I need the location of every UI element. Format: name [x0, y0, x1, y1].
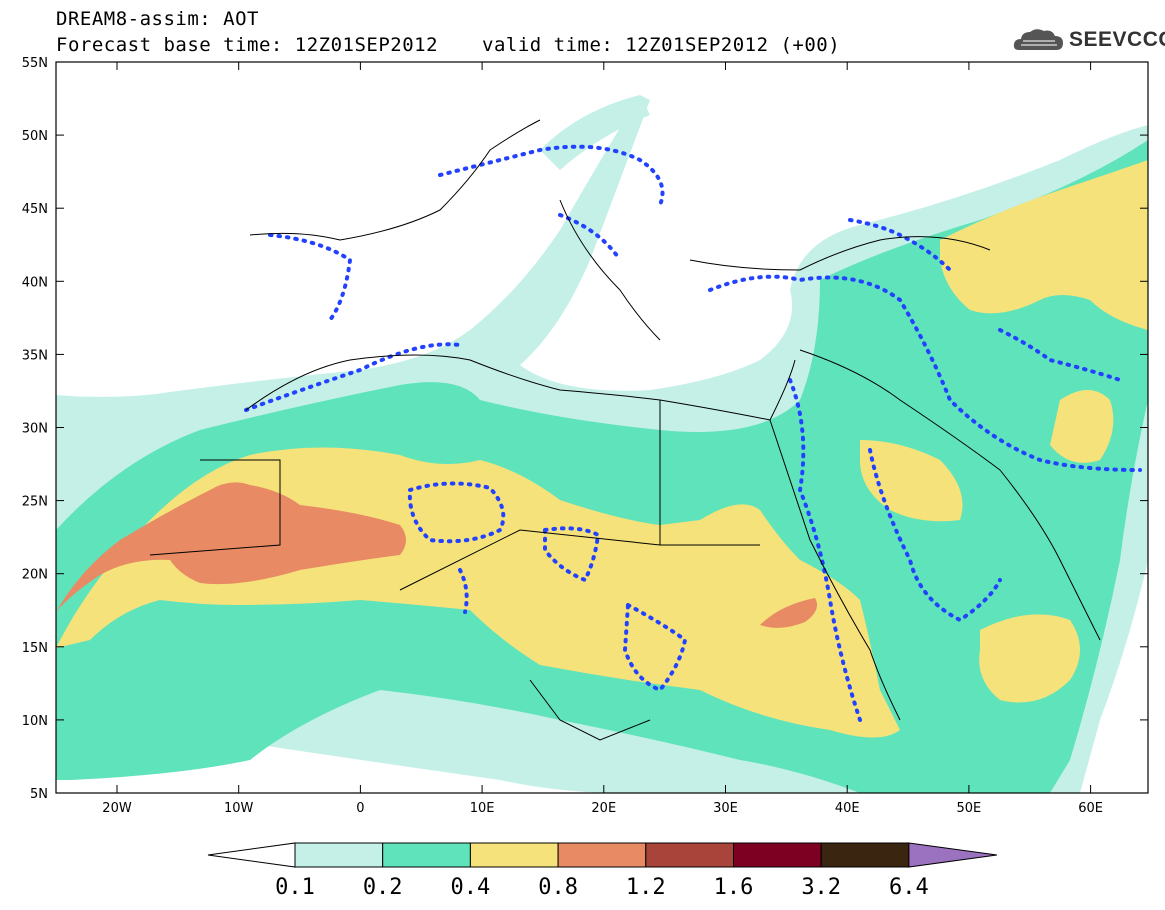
colorbar-swatch: [733, 842, 822, 868]
lat-label: 50N: [22, 129, 48, 144]
lon-label: 10W: [224, 801, 254, 816]
colorbar-label: 6.4: [889, 875, 929, 900]
aot-field-0.8: [56, 482, 818, 628]
colorbar-swatch: [469, 842, 559, 868]
lon-label: 40E: [835, 801, 860, 816]
colorbar-swatch: [645, 842, 734, 868]
lat-label: 15N: [22, 641, 48, 656]
colorbar-label: 0.2: [363, 875, 403, 900]
lon-label: 10E: [470, 801, 495, 816]
lat-label: 25N: [22, 495, 48, 510]
lat-label: 45N: [22, 202, 48, 217]
lon-label: 60E: [1078, 801, 1103, 816]
colorbar-label: 0.1: [275, 875, 315, 900]
colorbar-arrow-left: [207, 842, 296, 868]
colorbar-arrow-right: [908, 842, 997, 868]
lon-label: 50E: [957, 801, 982, 816]
colorbar-label: 0.8: [538, 875, 578, 900]
map-panel: [56, 62, 1148, 793]
colorbar-label: 1.2: [626, 875, 666, 900]
seevccc-logo: SEEVCCC: [1011, 24, 1165, 56]
lon-label: 20W: [102, 801, 132, 816]
dust-contours: [244, 144, 1142, 722]
colorbar-label: 0.4: [451, 875, 491, 900]
forecast-base-time: Forecast base time: 12Z01SEP2012: [56, 34, 439, 56]
colorbar-label: 3.2: [801, 875, 841, 900]
map-title: DREAM8-assim: AOT: [56, 8, 259, 30]
lon-label: 0: [356, 801, 364, 816]
colorbar-swatch: [382, 842, 471, 868]
lon-label: 30E: [713, 801, 738, 816]
lat-label: 40N: [22, 275, 48, 290]
colorbar-label: 1.6: [714, 875, 754, 900]
country-borders: [149, 119, 1101, 741]
lat-label: 10N: [22, 714, 48, 729]
cloud-icon: [1013, 29, 1063, 50]
colorbar-swatch: [820, 842, 910, 868]
logo-text: SEEVCCC: [1069, 28, 1165, 51]
aot-field-0.2: [56, 140, 1148, 793]
lat-label: 35N: [22, 348, 48, 363]
colorbar: 0.1 0.2 0.4 0.8 1.2 1.6 3.2 6.4: [207, 842, 997, 900]
valid-time: valid time: 12Z01SEP2012 (+00): [482, 34, 841, 56]
latitude-axis: 55N 50N 45N 40N 35N 30N 25N 20N 15N 10N 5N: [22, 56, 1148, 802]
lat-label: 5N: [30, 787, 48, 802]
colorbar-swatch: [557, 842, 647, 868]
colorbar-swatch: [294, 842, 384, 868]
lat-label: 20N: [22, 568, 48, 583]
lon-label: 20E: [591, 801, 616, 816]
longitude-axis: 20W 10W 0 10E 20E 30E 40E 50E 60E: [102, 62, 1103, 816]
lat-label: 55N: [22, 56, 48, 71]
lat-label: 30N: [22, 422, 48, 437]
